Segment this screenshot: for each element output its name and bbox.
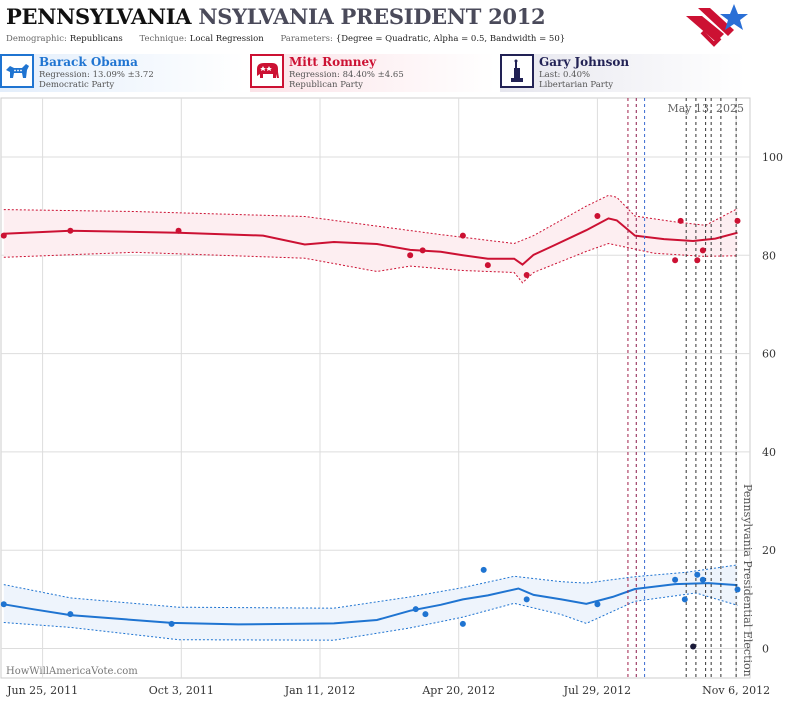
data-point	[523, 596, 530, 603]
x-tick-label: Nov 6, 2012	[702, 684, 770, 697]
y-tick-label: 0	[762, 643, 769, 656]
confidence-upper-line	[3, 194, 738, 245]
data-point	[594, 601, 601, 608]
data-point	[459, 232, 466, 239]
data-point	[699, 247, 706, 254]
event-label: Pennsylvania Presidential Election	[741, 484, 754, 677]
param-technique-label: Technique:	[139, 34, 187, 44]
candidate-party: Libertarian Party	[539, 80, 614, 90]
data-point	[412, 606, 419, 613]
x-tick-label: Jan 11, 2012	[284, 684, 356, 697]
data-point	[484, 262, 491, 269]
trend-line	[3, 582, 738, 626]
title-state: PENNSYLVANIA	[6, 4, 192, 29]
header: PENNSYLVANIA NSYLVANIA PRESIDENT 2012 De…	[0, 0, 789, 50]
candidate-party: Democratic Party	[39, 80, 115, 90]
data-point	[480, 566, 487, 573]
date-annotation: May 13, 2025	[667, 102, 744, 115]
data-point	[681, 596, 688, 603]
data-point	[523, 271, 530, 278]
data-point	[690, 643, 697, 650]
y-tick-label: 40	[762, 446, 776, 459]
data-point	[677, 217, 684, 224]
data-point	[419, 247, 426, 254]
candidate-stat: Last: 0.40%	[539, 70, 591, 80]
param-demographic-value: Republicans	[69, 34, 123, 44]
confidence-band	[3, 195, 738, 283]
data-point	[0, 232, 7, 239]
candidate-obama[interactable]: Barack Obama Regression: 13.09% ±3.72 De…	[0, 54, 245, 92]
data-point	[694, 571, 701, 578]
page-title: PENNSYLVANIA NSYLVANIA PRESIDENT 2012	[6, 4, 546, 29]
data-point	[0, 601, 7, 608]
y-tick-label: 60	[762, 348, 776, 361]
data-point	[734, 586, 741, 593]
data-point	[175, 227, 182, 234]
candidate-johnson[interactable]: Gary Johnson Last: 0.40% Libertarian Par…	[500, 54, 745, 92]
confidence-lower-line	[3, 592, 738, 641]
data-point	[672, 576, 679, 583]
candidate-name: Mitt Romney	[289, 55, 377, 69]
confidence-upper-line	[3, 564, 738, 609]
candidate-name: Gary Johnson	[539, 55, 630, 69]
candidate-name: Barack Obama	[39, 55, 138, 69]
title-rest: NSYLVANIA PRESIDENT 2012	[198, 4, 546, 29]
y-tick-label: 20	[762, 544, 776, 557]
candidate-stat: Regression: 84.40% ±4.65	[289, 70, 404, 80]
watermark: HowWillAmericaVote.com	[6, 666, 138, 677]
elephant-icon	[250, 54, 284, 88]
x-tick-label: Apr 20, 2012	[421, 684, 495, 697]
star-flag-logo-icon[interactable]	[684, 2, 750, 50]
data-point	[459, 620, 466, 627]
donkey-icon	[0, 54, 34, 88]
data-point	[699, 576, 706, 583]
data-point	[168, 620, 175, 627]
y-tick-label: 100	[762, 151, 783, 164]
data-point	[407, 252, 414, 259]
candidate-party: Republican Party	[289, 80, 363, 90]
statue-of-liberty-icon	[500, 54, 534, 88]
candidate-romney[interactable]: Mitt Romney Regression: 84.40% ±4.65 Rep…	[250, 54, 495, 92]
confidence-band	[3, 564, 738, 641]
poll-chart: 0 20 40 60 80 100 Jun 25, 2011 Oct 3, 2011 Jan 1…	[0, 97, 783, 697]
data-point	[694, 257, 701, 264]
data-point	[594, 212, 601, 219]
data-point	[67, 227, 74, 234]
confidence-lower-line	[3, 242, 738, 284]
candidate-legend: Barack Obama Regression: 13.09% ±3.72 De…	[0, 54, 789, 94]
data-point	[67, 611, 74, 618]
param-parameters-label: Parameters:	[280, 34, 333, 44]
param-demographic-label: Demographic:	[6, 34, 67, 44]
data-point	[422, 611, 429, 618]
x-tick-label: Jun 25, 2011	[6, 684, 78, 697]
param-technique-value: Local Regression	[189, 34, 264, 44]
parameters-bar: Demographic: Republicans Technique: Local …	[6, 34, 579, 44]
data-point	[734, 217, 741, 224]
y-tick-label: 80	[762, 249, 776, 262]
candidate-stat: Regression: 13.09% ±3.72	[39, 70, 154, 80]
data-point	[672, 257, 679, 264]
param-parameters-value: {Degree = Quadratic, Alpha = 0.5, Bandwi…	[335, 34, 566, 44]
x-tick-label: Oct 3, 2011	[149, 684, 214, 697]
x-tick-label: Jul 29, 2012	[563, 684, 632, 697]
